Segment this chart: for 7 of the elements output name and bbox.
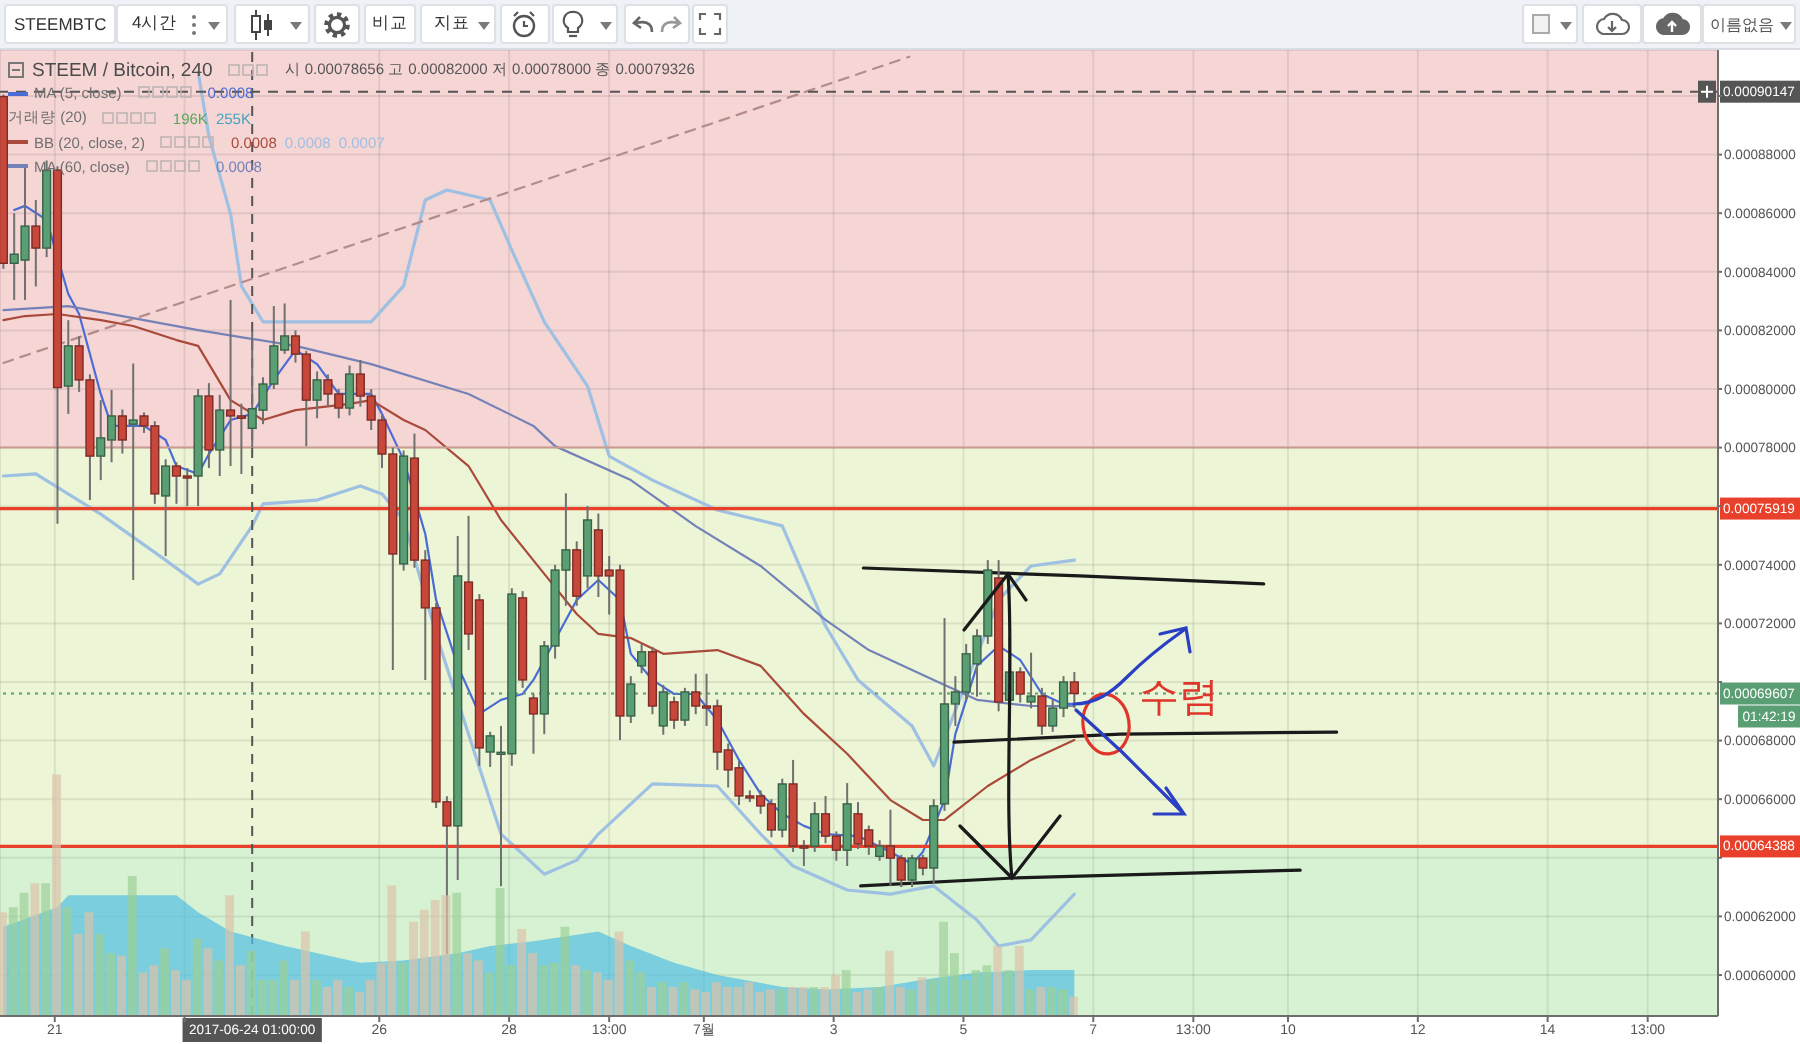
layout-name-button: 이름없음 <box>1702 4 1796 44</box>
annotation: 수렴 <box>1139 672 1220 721</box>
text: STEEM / Bitcoin, 240 <box>32 59 213 81</box>
interval-button: 4시간 <box>116 4 228 44</box>
compare-button: 비교 <box>364 4 416 44</box>
indicators-button: 지표 <box>420 4 496 44</box>
symbol-field: STEEMBTC <box>4 4 116 44</box>
